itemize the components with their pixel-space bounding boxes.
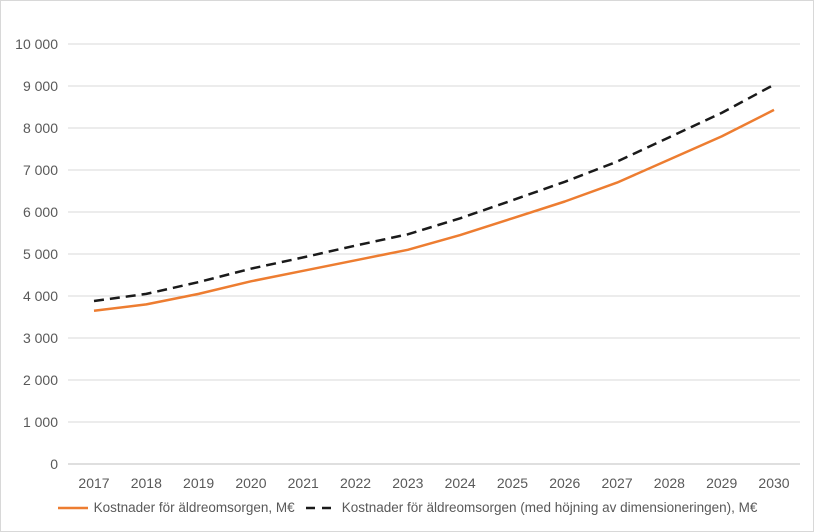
legend-item-base-cost: Kostnader för äldreomsorgen, M€ [57,500,295,515]
legend: Kostnader för äldreomsorgen, M€ Kostnade… [1,500,813,515]
y-tick-label: 7 000 [23,162,58,178]
x-tick-label: 2019 [183,475,214,491]
x-tick-label: 2027 [601,475,632,491]
legend-item-raised-dimensioning-cost: Kostnader för äldreomsorgen (med höjning… [305,500,758,515]
y-tick-label: 10 000 [15,36,58,52]
y-tick-label: 1 000 [23,414,58,430]
x-tick-label: 2030 [758,475,789,491]
x-tick-label: 2021 [288,475,319,491]
x-tick-label: 2017 [78,475,109,491]
y-tick-label: 0 [50,456,58,472]
series-line-0 [93,108,775,312]
x-tick-label: 2024 [445,475,476,491]
legend-label-base-cost: Kostnader för äldreomsorgen, M€ [93,500,295,515]
x-tick-label: 2028 [654,475,685,491]
x-tick-label: 2023 [392,475,423,491]
y-tick-label: 4 000 [23,288,58,304]
x-tick-label: 2029 [706,475,737,491]
x-tick-label: 2018 [131,475,162,491]
x-tick-label: 2022 [340,475,371,491]
x-tick-label: 2026 [549,475,580,491]
legend-swatch-solid-line-icon [57,506,88,509]
y-tick-label: 9 000 [23,78,58,94]
y-tick-label: 8 000 [23,120,58,136]
legend-swatch-dashed-line-icon [305,506,336,509]
y-tick-label: 5 000 [23,246,58,262]
x-tick-label: 2020 [235,475,266,491]
legend-label-raised-dimensioning-cost: Kostnader för äldreomsorgen (med höjning… [341,500,758,515]
y-tick-label: 6 000 [23,204,58,220]
series-line-1 [93,83,775,303]
x-tick-label: 2025 [497,475,528,491]
y-tick-label: 3 000 [23,330,58,346]
y-tick-label: 2 000 [23,372,58,388]
